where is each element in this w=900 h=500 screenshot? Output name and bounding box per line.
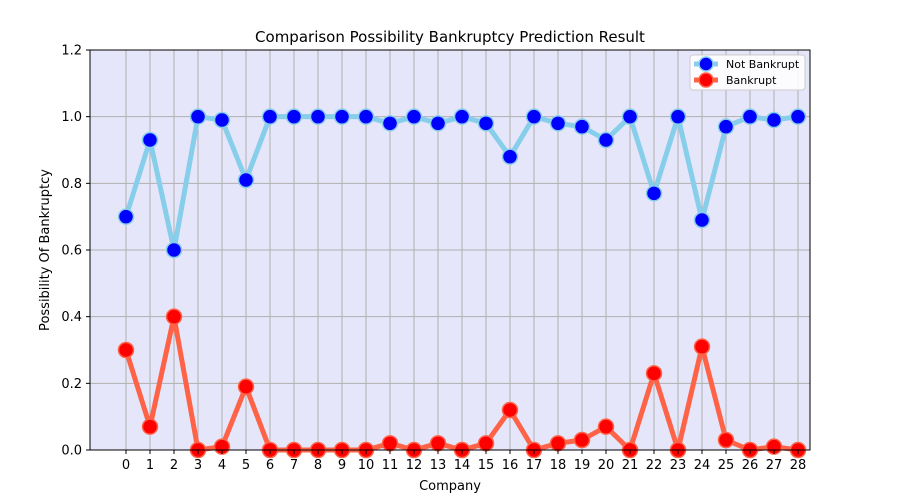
x-tick-label: 24 [694, 458, 711, 473]
y-tick-label: 1.0 [61, 110, 82, 125]
not-bankrupt-point [477, 115, 495, 132]
bankrupt-point [141, 418, 159, 435]
y-tick-label: 0.2 [61, 377, 82, 392]
x-tick-label: 11 [382, 458, 399, 473]
x-tick-label: 28 [790, 458, 807, 473]
not-bankrupt-point [669, 108, 687, 125]
x-axis-label: Company [419, 479, 481, 494]
not-bankrupt-point [741, 108, 759, 125]
bankrupt-point [597, 418, 615, 435]
y-tick-label: 0.4 [61, 310, 82, 325]
x-tick-label: 2 [170, 458, 178, 473]
bankrupt-point [501, 401, 519, 419]
not-bankrupt-point [525, 108, 543, 125]
not-bankrupt-point [501, 148, 519, 165]
not-bankrupt-point [453, 108, 471, 125]
x-tick-label: 19 [574, 458, 591, 473]
not-bankrupt-point [621, 108, 639, 125]
x-tick-label: 0 [122, 458, 130, 473]
not-bankrupt-point [117, 208, 135, 225]
not-bankrupt-point [285, 108, 303, 125]
chart-title: Comparison Possibility Bankruptcy Predic… [255, 28, 645, 46]
y-axis-ticks: 0.0 0.2 0.4 0.6 0.8 1.0 1.2 [61, 44, 90, 459]
not-bankrupt-point [693, 211, 711, 229]
not-bankrupt-point [189, 108, 207, 125]
bankrupt-point [693, 338, 711, 355]
legend-swatch-marker-bankrupt [698, 72, 714, 88]
not-bankrupt-point [717, 118, 735, 135]
x-tick-label: 21 [622, 458, 639, 473]
legend: Not Bankrupt Bankrupt [689, 54, 806, 91]
legend-label-not-bankrupt: Not Bankrupt [726, 58, 800, 71]
legend-label-bankrupt: Bankrupt [726, 74, 777, 87]
x-tick-label: 4 [218, 458, 226, 473]
x-tick-label: 25 [718, 458, 735, 473]
y-tick-label: 0.0 [61, 444, 82, 459]
y-tick-label: 1.2 [61, 44, 82, 59]
y-tick-label: 0.6 [61, 244, 82, 259]
bankrupt-point [381, 435, 399, 452]
not-bankrupt-point [765, 111, 783, 129]
bankrupt-point [645, 365, 663, 382]
x-tick-label: 3 [194, 458, 202, 473]
bankrupt-point [549, 435, 567, 452]
x-axis-ticks: 0 1 2 3 4 5 6 7 8 9 10 11 12 13 14 15 16 17 18 19 20 21 22 23 24… [122, 450, 806, 473]
not-bankrupt-point [405, 108, 423, 125]
x-tick-label: 20 [598, 458, 615, 473]
not-bankrupt-point [549, 115, 567, 132]
x-tick-label: 12 [406, 458, 423, 473]
not-bankrupt-point [429, 115, 447, 132]
not-bankrupt-point [381, 115, 399, 132]
bankrupt-point [165, 308, 183, 325]
x-tick-label: 27 [766, 458, 783, 473]
x-tick-label: 26 [742, 458, 759, 473]
not-bankrupt-point [309, 108, 327, 125]
x-tick-label: 15 [478, 458, 495, 473]
not-bankrupt-point [141, 131, 159, 149]
not-bankrupt-point [789, 108, 807, 125]
bankrupt-point [429, 435, 447, 452]
not-bankrupt-point [333, 108, 351, 125]
x-tick-label: 9 [338, 458, 346, 473]
not-bankrupt-point [597, 131, 615, 149]
x-tick-label: 7 [290, 458, 298, 473]
legend-swatch-marker-not-bankrupt [698, 56, 714, 72]
y-axis-label: Possibility Of Bankruptcy [38, 169, 53, 331]
y-tick-label: 0.8 [61, 177, 82, 192]
x-tick-label: 16 [502, 458, 519, 473]
legend-box [689, 54, 806, 91]
not-bankrupt-point [237, 171, 255, 189]
bankrupt-point [717, 431, 735, 449]
not-bankrupt-point [165, 241, 183, 259]
x-tick-label: 1 [146, 458, 154, 473]
x-tick-label: 17 [526, 458, 543, 473]
x-tick-label: 8 [314, 458, 322, 473]
x-tick-label: 10 [358, 458, 375, 473]
bankrupt-point [237, 378, 255, 395]
not-bankrupt-point [645, 185, 663, 202]
bankrupt-point [477, 435, 495, 452]
bankrupt-point [573, 431, 591, 449]
x-tick-label: 18 [550, 458, 567, 473]
bankrupt-point [117, 341, 135, 359]
not-bankrupt-point [261, 108, 279, 125]
x-tick-label: 6 [266, 458, 274, 473]
not-bankrupt-point [213, 111, 231, 129]
x-tick-label: 23 [670, 458, 687, 473]
x-tick-label: 14 [454, 458, 471, 473]
x-tick-label: 13 [430, 458, 447, 473]
series-markers [117, 108, 807, 459]
x-tick-label: 5 [242, 458, 250, 473]
not-bankrupt-point [573, 118, 591, 135]
x-tick-label: 22 [646, 458, 663, 473]
not-bankrupt-point [357, 108, 375, 125]
